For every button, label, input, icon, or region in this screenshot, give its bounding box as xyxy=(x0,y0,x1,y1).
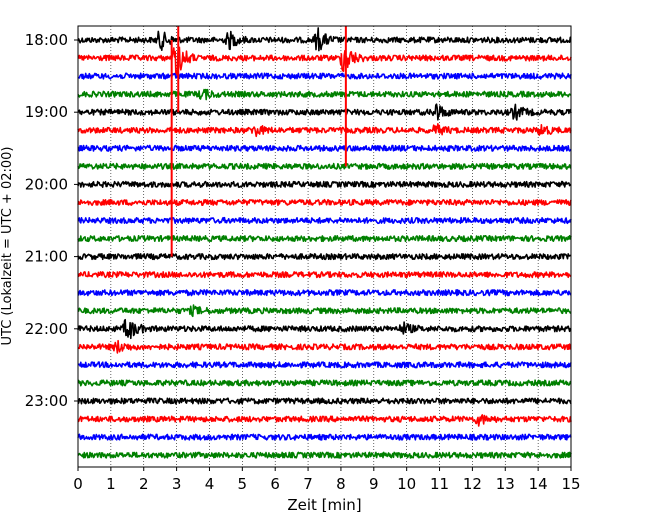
x-tick-label: 15 xyxy=(561,475,580,493)
trace-line xyxy=(77,123,572,138)
trace-line xyxy=(77,27,572,52)
x-tick-label: 1 xyxy=(106,475,116,493)
x-tick-label: 13 xyxy=(496,475,515,493)
y-axis-label: UTC (Lokalzeit = UTC + 02:00) xyxy=(0,147,15,346)
trace-line xyxy=(77,46,572,76)
spike-layer xyxy=(170,26,347,257)
trace-line xyxy=(77,271,572,279)
trace-line xyxy=(77,289,572,297)
trace-line xyxy=(77,379,572,387)
x-tick-label: 7 xyxy=(303,475,313,493)
trace-line xyxy=(77,180,572,188)
trace-line xyxy=(77,198,572,206)
trace-line xyxy=(77,144,572,152)
y-axis-ticks: 18:00 19:00 20:00 21:00 22:00 23:00 xyxy=(25,31,78,410)
y-tick-label: 21:00 xyxy=(25,248,68,266)
trace-line xyxy=(77,103,572,121)
trace-line xyxy=(77,451,572,459)
trace-line xyxy=(77,253,572,261)
trace-line xyxy=(77,397,572,405)
x-tick-label: 4 xyxy=(205,475,215,493)
trace-line xyxy=(77,88,572,101)
trace-line xyxy=(77,361,572,369)
x-tick-label: 12 xyxy=(463,475,482,493)
y-tick-label: 18:00 xyxy=(25,31,68,49)
x-tick-label: 8 xyxy=(336,475,346,493)
trace-line xyxy=(77,235,572,243)
x-tick-label: 5 xyxy=(238,475,248,493)
x-tick-label: 2 xyxy=(139,475,149,493)
x-tick-label: 14 xyxy=(529,475,548,493)
trace-layer xyxy=(77,27,572,459)
y-tick-label: 20:00 xyxy=(25,175,68,193)
x-axis-label: Zeit [min] xyxy=(287,496,361,514)
plot-frame xyxy=(77,25,572,468)
x-tick-label: 10 xyxy=(397,475,416,493)
trace-line xyxy=(77,414,572,427)
y-tick-label: 23:00 xyxy=(25,392,68,410)
x-tick-label: 9 xyxy=(369,475,379,493)
x-axis-ticks: 0 1 2 3 4 5 6 7 8 9 10 11 12 13 14 15 xyxy=(73,467,581,493)
x-tick-label: 3 xyxy=(172,475,182,493)
x-tick-label: 0 xyxy=(73,475,83,493)
trace-line xyxy=(77,216,572,225)
trace-line xyxy=(77,339,572,354)
trace-line xyxy=(77,72,572,80)
trace-line xyxy=(77,318,572,340)
x-tick-label: 6 xyxy=(270,475,280,493)
trace-line xyxy=(77,304,572,318)
x-tick-label: 11 xyxy=(430,475,449,493)
trace-line xyxy=(77,433,572,441)
trace-line xyxy=(77,162,572,170)
y-tick-label: 19:00 xyxy=(25,103,68,121)
y-tick-label: 22:00 xyxy=(25,320,68,338)
